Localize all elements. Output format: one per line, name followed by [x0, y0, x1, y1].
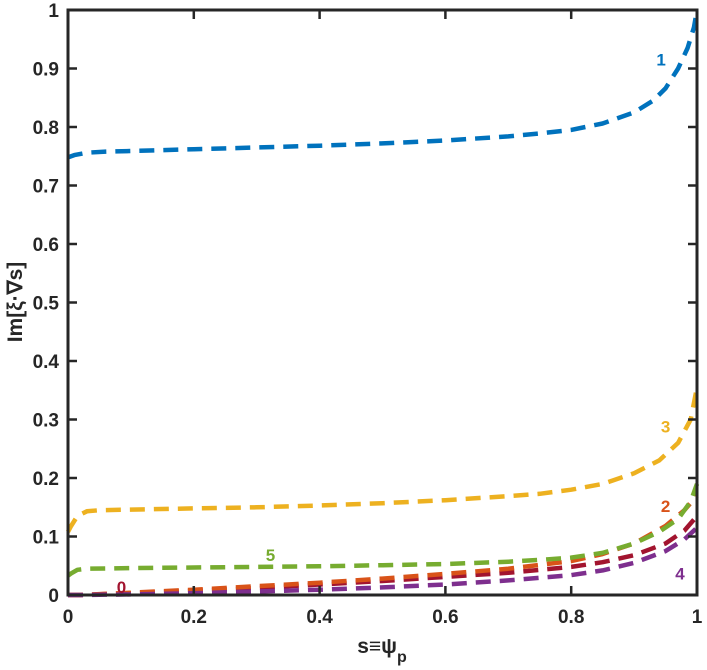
x-tick-label: 0.8: [558, 607, 584, 628]
curve-label-1: 1: [656, 51, 665, 70]
curve-label-3: 3: [661, 418, 670, 437]
curve-label-2: 2: [661, 497, 670, 516]
y-tick-label: 0.9: [33, 60, 59, 81]
x-tick-label: 0.4: [306, 607, 333, 628]
y-tick-label: 0.2: [33, 469, 59, 490]
series-line-2: [68, 494, 699, 598]
curve-label-4: 4: [675, 564, 685, 583]
x-tick-label: 0: [63, 607, 74, 628]
y-tick-label: 1: [48, 1, 59, 22]
x-axis-label: s≡ψp: [357, 635, 407, 666]
series-line-1: [67, 9, 700, 160]
y-axis-label: Im[ξ·∇s]: [4, 262, 27, 343]
y-tick-label: 0.4: [33, 352, 60, 373]
series-line-3: [66, 386, 700, 533]
y-tick-label: 0.8: [33, 118, 59, 139]
curve-label-0: 0: [117, 578, 126, 597]
y-tick-label: 0.1: [33, 528, 60, 549]
series-lines: [66, 9, 700, 598]
y-tick-label: 0.6: [33, 235, 59, 256]
y-tick-label: 0.5: [33, 294, 60, 315]
y-tick-label: 0.3: [33, 411, 59, 432]
x-tick-label: 0.2: [181, 607, 207, 628]
x-tick-labels: 0 0.2 0.4 0.6 0.8 1: [63, 607, 703, 628]
x-tick-label: 0.6: [432, 607, 458, 628]
plot-frame: [66, 8, 699, 597]
y-tick-label: 0: [48, 586, 59, 607]
y-tick-labels: 0 0.1 0.2 0.3 0.4 0.5 0.6 0.7 0.8 0.9 1: [33, 1, 60, 607]
y-tick-label: 0.7: [33, 177, 59, 198]
curve-label-5: 5: [266, 546, 275, 565]
x-tick-label: 1: [692, 607, 703, 628]
curve-labels: 1 3 2 5 0 4: [117, 51, 686, 597]
